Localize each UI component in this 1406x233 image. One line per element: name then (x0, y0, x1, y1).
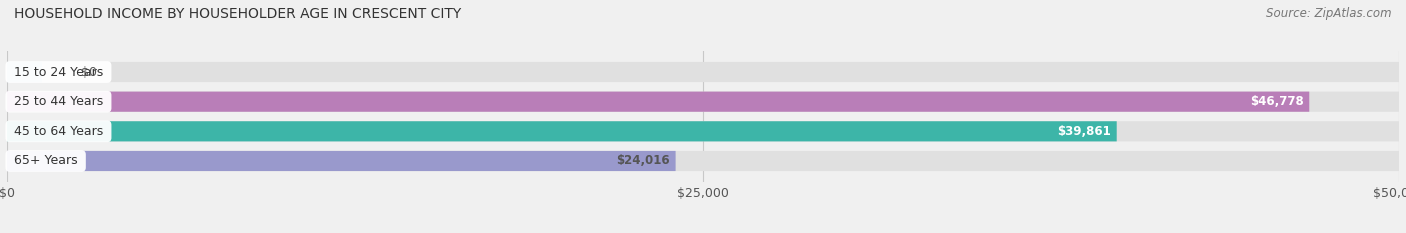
Text: 65+ Years: 65+ Years (10, 154, 82, 168)
FancyBboxPatch shape (7, 151, 676, 171)
Text: Source: ZipAtlas.com: Source: ZipAtlas.com (1267, 7, 1392, 20)
FancyBboxPatch shape (7, 92, 1399, 112)
Text: HOUSEHOLD INCOME BY HOUSEHOLDER AGE IN CRESCENT CITY: HOUSEHOLD INCOME BY HOUSEHOLDER AGE IN C… (14, 7, 461, 21)
FancyBboxPatch shape (7, 62, 42, 82)
Text: $24,016: $24,016 (616, 154, 671, 168)
Text: $0: $0 (80, 65, 97, 79)
FancyBboxPatch shape (7, 92, 1309, 112)
Text: $46,778: $46,778 (1250, 95, 1303, 108)
Text: 15 to 24 Years: 15 to 24 Years (10, 65, 107, 79)
Text: 25 to 44 Years: 25 to 44 Years (10, 95, 107, 108)
FancyBboxPatch shape (7, 62, 1399, 82)
FancyBboxPatch shape (7, 121, 1116, 141)
Text: 45 to 64 Years: 45 to 64 Years (10, 125, 107, 138)
FancyBboxPatch shape (7, 121, 1399, 141)
FancyBboxPatch shape (7, 151, 1399, 171)
Text: $39,861: $39,861 (1057, 125, 1111, 138)
